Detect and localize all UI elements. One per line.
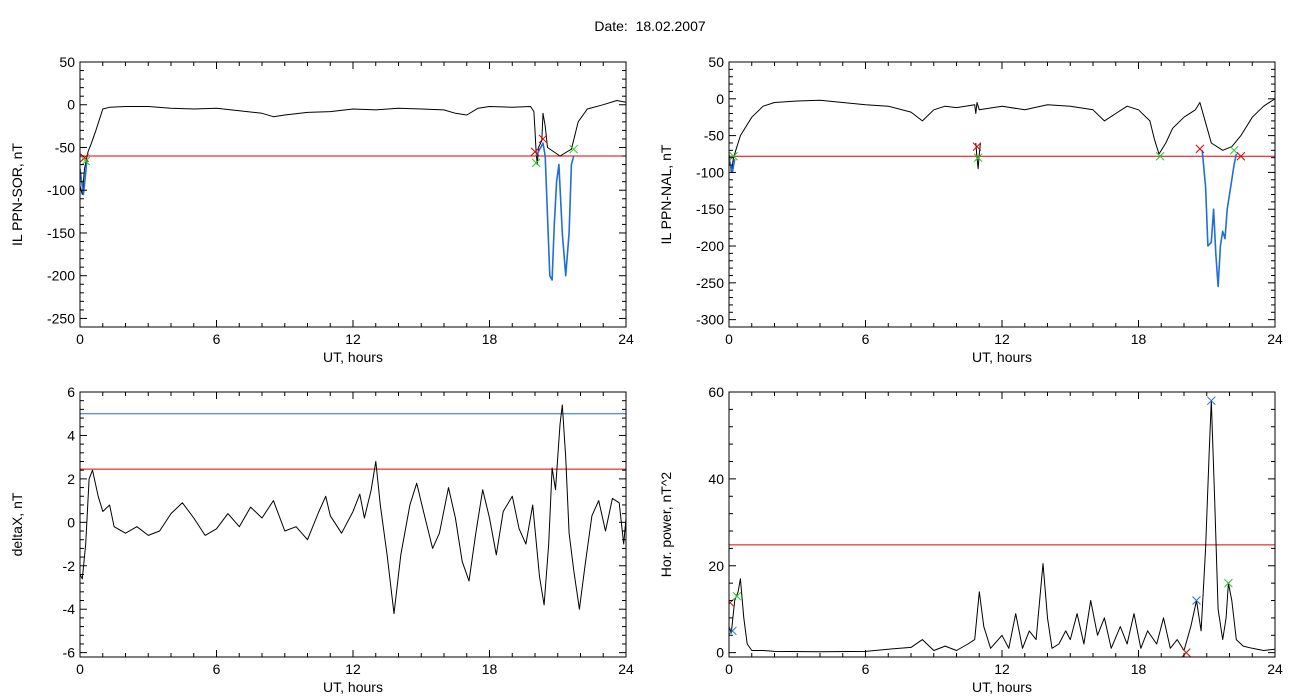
y-tick-label: 0	[716, 91, 724, 107]
y-axis-label: IL PPN-SOR, nT	[9, 143, 25, 246]
y-axis-label: IL PPN-NAL, nT	[658, 144, 674, 244]
cross-marker-4	[1195, 144, 1205, 154]
y-tick-label: 60	[708, 384, 724, 400]
cross-marker-1	[729, 626, 737, 636]
x-axis-label: UT, hours	[972, 349, 1032, 365]
y-tick-label: 6	[67, 384, 75, 400]
series-group	[80, 100, 626, 281]
cross-marker-2	[973, 153, 983, 163]
y-tick-label: 0	[67, 514, 75, 530]
x-tick-label: 18	[1131, 661, 1147, 677]
x-tick-label: 0	[725, 331, 733, 347]
cross-marker-6	[1224, 578, 1233, 588]
y-tick-label: -50	[55, 139, 75, 155]
x-axis-label: UT, hours	[323, 349, 383, 365]
y-tick-label: -250	[696, 275, 724, 291]
x-tick-label: 12	[994, 331, 1010, 347]
x-axis-label: UT, hours	[323, 679, 383, 695]
y-tick-label: -50	[704, 128, 724, 144]
cross-marker-6	[1236, 151, 1246, 161]
y-tick-label: -200	[696, 238, 724, 254]
figure-title: Date: 18.02.2007	[594, 18, 706, 34]
series-group	[729, 396, 1275, 657]
plot-frame	[79, 391, 627, 658]
y-tick-label: -150	[696, 201, 724, 217]
y-tick-label: 40	[708, 471, 724, 487]
series-line-1	[80, 160, 88, 196]
panel-top-right: 0 6 12 18 24 -300 -250 -200 -150 -100 -50 0 50 UT, ho…	[658, 54, 1283, 365]
series-line-2	[535, 142, 575, 281]
x-tick-label: 24	[1267, 661, 1283, 677]
y-tick-label: -6	[63, 645, 76, 661]
y-tick-label: -200	[47, 268, 75, 284]
x-tick-label: 6	[862, 331, 870, 347]
panel-bottom-right: 0 6 12 18 24 0 20 40 60 UT, hours Hor. power, nT^2	[658, 384, 1283, 695]
cross-marker-3	[531, 158, 541, 168]
series-group	[80, 404, 626, 615]
x-tick-label: 24	[618, 661, 634, 677]
x-tick-label: 6	[213, 661, 221, 677]
cross-marker-0	[729, 151, 738, 161]
series-line-0	[80, 404, 626, 615]
x-tick-label: 0	[76, 661, 84, 677]
cross-marker-5	[569, 144, 579, 154]
cross-marker-5	[1229, 145, 1239, 155]
y-tick-label: -2	[63, 558, 76, 574]
x-tick-label: 18	[482, 661, 498, 677]
series-line-0	[80, 100, 626, 195]
x-tick-label: 6	[213, 331, 221, 347]
cross-marker-2	[530, 147, 540, 157]
y-tick-label: 4	[67, 427, 75, 443]
x-tick-label: 24	[1267, 331, 1283, 347]
series-group	[729, 98, 1275, 288]
y-axis-label: deltaX, nT	[9, 492, 25, 556]
plot-frame	[728, 61, 1276, 328]
x-tick-label: 0	[725, 661, 733, 677]
x-tick-label: 12	[994, 661, 1010, 677]
cross-marker-2	[732, 591, 742, 601]
series-line-0	[729, 98, 1275, 173]
series-line-1	[975, 142, 981, 170]
series-line-0	[729, 400, 1275, 653]
x-tick-label: 18	[482, 331, 498, 347]
cross-marker-4	[1192, 596, 1201, 605]
y-tick-label: 50	[708, 54, 724, 70]
panel-top-left: 0 6 12 18 24 -250 -200 -150 -100 -50 0 50 UT, hours I…	[9, 54, 634, 365]
x-tick-label: 12	[345, 331, 361, 347]
cross-marker-4	[538, 134, 548, 144]
x-axis-label: UT, hours	[972, 679, 1032, 695]
series-line-3	[1201, 150, 1238, 288]
x-tick-label: 6	[862, 661, 870, 677]
y-tick-label: 2	[67, 471, 75, 487]
y-tick-label: -250	[47, 310, 75, 326]
cross-marker-5	[1206, 396, 1216, 406]
series-line-2	[729, 157, 736, 174]
y-tick-label: -300	[696, 312, 724, 328]
y-tick-label: 0	[716, 645, 724, 661]
plot-frame	[79, 61, 627, 328]
cross-marker-1	[81, 156, 91, 166]
x-tick-label: 24	[618, 331, 634, 347]
y-tick-label: -150	[47, 225, 75, 241]
y-tick-label: -100	[47, 182, 75, 198]
y-axis-label: Hor. power, nT^2	[658, 472, 674, 578]
y-tick-label: -100	[696, 164, 724, 180]
y-tick-label: -4	[63, 601, 76, 617]
x-tick-label: 18	[1131, 331, 1147, 347]
y-tick-label: 0	[67, 97, 75, 113]
y-tick-label: 20	[708, 558, 724, 574]
cross-marker-3	[1181, 648, 1191, 657]
y-tick-label: 50	[59, 54, 75, 70]
cross-marker-3	[1155, 151, 1165, 161]
cross-marker-0	[80, 153, 89, 163]
x-tick-label: 0	[76, 331, 84, 347]
x-tick-label: 12	[345, 661, 361, 677]
cross-marker-1	[972, 142, 982, 152]
